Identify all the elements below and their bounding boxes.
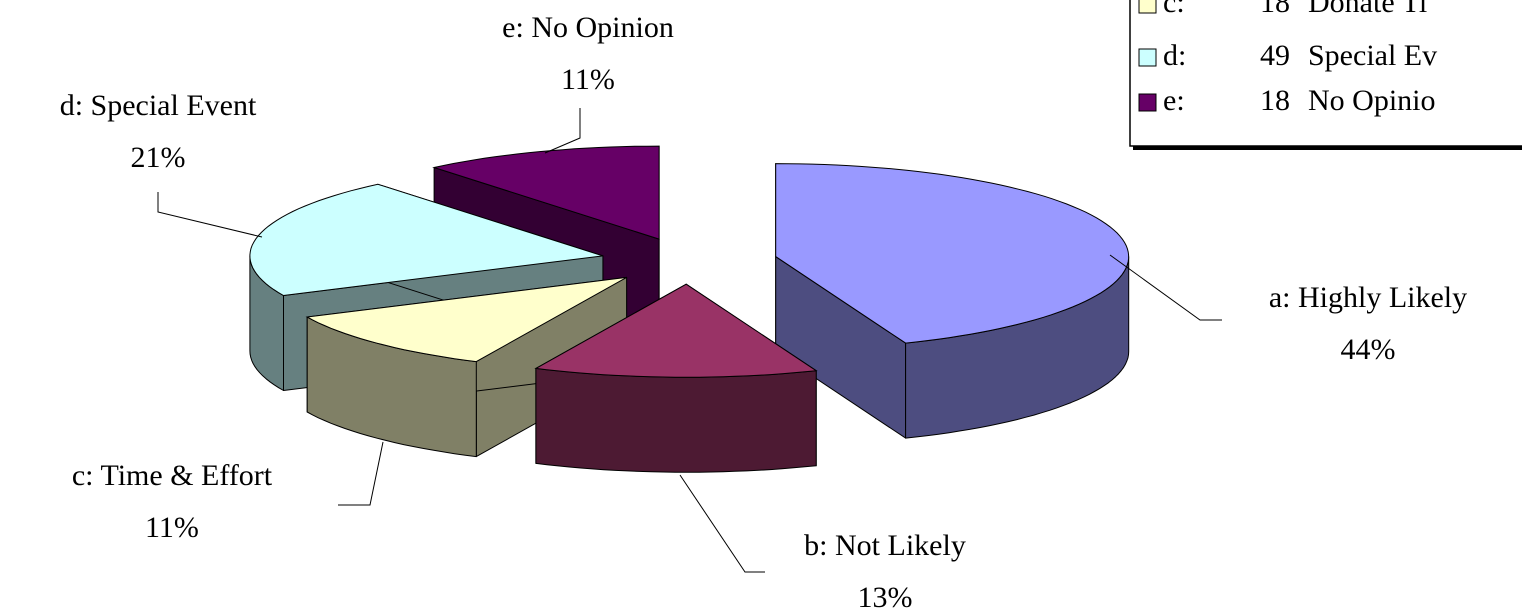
legend-swatch <box>1138 93 1157 112</box>
leader-line <box>679 474 765 573</box>
slice-top <box>432 145 660 240</box>
slice-label: d: Special Event <box>60 89 257 122</box>
slice-percent: 44% <box>1341 333 1396 366</box>
legend-letter: c: <box>1163 0 1185 19</box>
legend-letter: d: <box>1163 39 1186 72</box>
leader-line <box>338 441 384 506</box>
slice-label: b: Not Likely <box>804 529 966 562</box>
slice-percent: 21% <box>131 141 186 174</box>
legend-box <box>1129 0 1522 147</box>
labels: a: Highly Likely 44% b: Not Likely 13% c: Ti… <box>60 11 1467 614</box>
slice-top <box>305 276 627 363</box>
leader-line <box>157 192 263 238</box>
leader-line <box>544 108 581 154</box>
legend: c: 18 Donate Ti d: 49 Special Ev e: 18 No Opinio <box>1129 0 1522 150</box>
legend-swatch <box>1138 48 1157 67</box>
legend-count: 18 <box>1260 84 1290 117</box>
legend-count: 18 <box>1260 0 1290 19</box>
legend-name: Donate Ti <box>1308 0 1427 19</box>
legend-name: No Opinio <box>1308 84 1436 117</box>
legend-name: Special Ev <box>1308 39 1437 72</box>
slice-percent: 11% <box>561 63 615 96</box>
legend-letter: e: <box>1163 84 1185 117</box>
legend-swatch <box>1138 0 1157 14</box>
slice-label: c: Time & Effort <box>72 459 273 492</box>
slice-percent: 11% <box>145 511 199 544</box>
slice-top <box>775 163 1130 344</box>
pie <box>249 145 1130 473</box>
slice-side <box>535 367 817 473</box>
leader-line <box>1109 254 1222 321</box>
slice-top <box>249 183 604 297</box>
slice-label: e: No Opinion <box>502 11 674 44</box>
slice-label: a: Highly Likely <box>1269 281 1467 314</box>
slice-percent: 13% <box>858 581 913 614</box>
legend-count: 49 <box>1260 39 1290 72</box>
slice-top <box>534 283 818 378</box>
